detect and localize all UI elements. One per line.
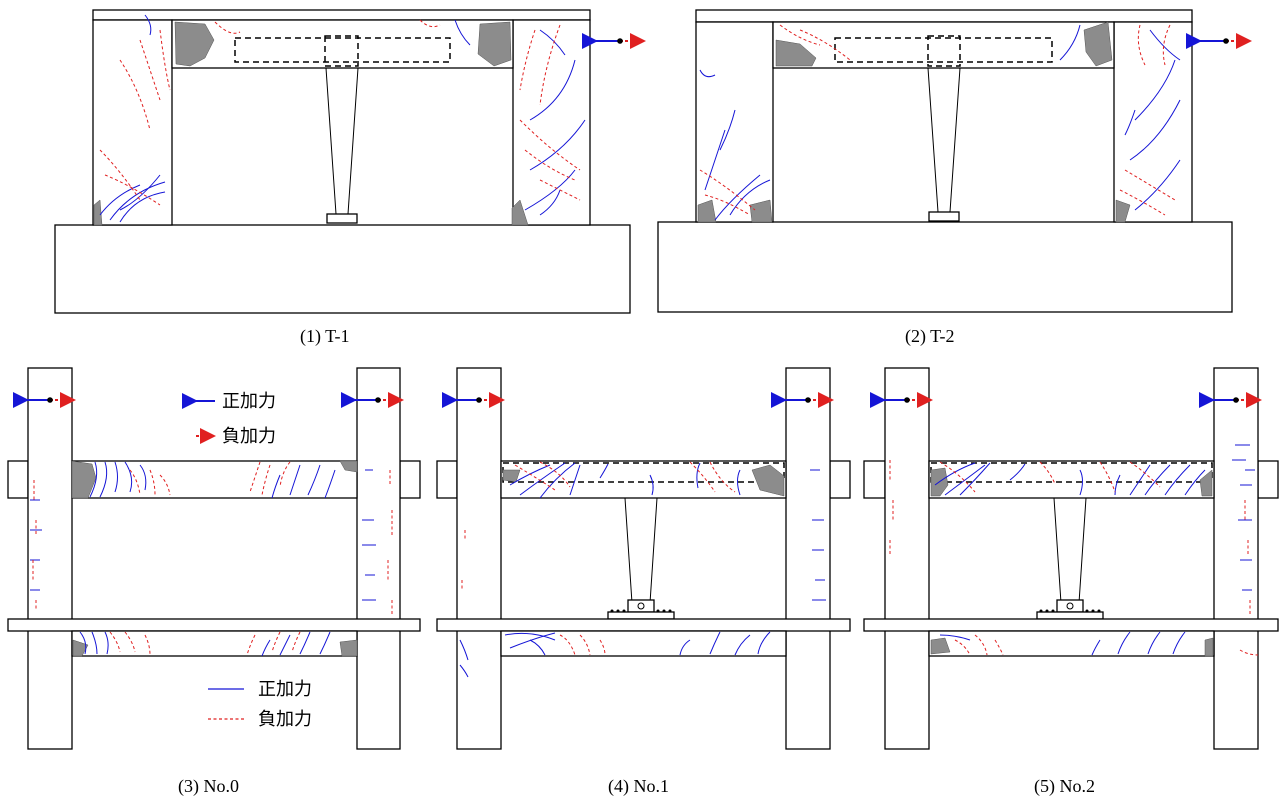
right-column (785, 367, 831, 750)
caption-t2: (2) T-2 (905, 326, 955, 347)
spalling (339, 639, 358, 657)
left-column (27, 367, 73, 750)
spalling (174, 21, 215, 67)
cracks-positive (459, 462, 826, 678)
base-plate (928, 211, 960, 222)
embedded-steel-web (927, 35, 961, 67)
anchor-bolts (610, 609, 672, 613)
loading-arrow-right (771, 392, 834, 408)
left-column (695, 21, 774, 223)
top-beam-stub-left (7, 460, 29, 499)
damper-brace (624, 497, 658, 604)
legend-line-negative: 負加力 (258, 709, 312, 729)
top-beam-stub-right (399, 460, 421, 499)
spalling (339, 460, 358, 473)
loading-arrow-right (341, 392, 404, 408)
top-beam (928, 460, 1215, 499)
legend-arrows: 正加力 負加力 (182, 391, 276, 446)
panel-no0: 正加力 負加力 正加力 負加力 (3) No.0 (7, 367, 421, 797)
caption-no2: (5) No.2 (1034, 776, 1095, 797)
base-block (54, 224, 631, 314)
damper-cap (627, 599, 655, 613)
damper-cap (1056, 599, 1084, 613)
cracks-positive (699, 24, 1181, 221)
cracks-negative (99, 19, 581, 206)
spalling (1199, 469, 1213, 497)
damper-brace (325, 67, 359, 215)
top-slab (695, 9, 1193, 23)
loading-arrow-left (870, 392, 933, 408)
legend-line-positive: 正加力 (258, 679, 312, 699)
beam (171, 19, 514, 69)
left-column (92, 19, 173, 226)
cracks-negative (699, 24, 1176, 216)
cracks-positive (30, 461, 376, 657)
top-slab (92, 9, 591, 21)
left-column (884, 367, 930, 750)
damper-brace (927, 67, 961, 213)
anchor-bolts (1039, 609, 1101, 613)
loading-arrow (582, 33, 646, 49)
right-column (1213, 367, 1259, 750)
caption-t1: (1) T-1 (300, 326, 350, 347)
spalling (775, 39, 817, 67)
spalling (511, 199, 529, 226)
embedded-steel-outline (834, 37, 1053, 63)
loading-arrow-left (442, 392, 505, 408)
bottom-beam (71, 630, 358, 657)
beam (772, 21, 1115, 69)
foundation-beam (7, 618, 421, 632)
top-beam-stub-right (1257, 460, 1279, 499)
foundation-beam (436, 618, 851, 632)
spalling (751, 464, 785, 497)
right-column (356, 367, 401, 750)
spalling (1083, 21, 1113, 67)
spalling (697, 199, 717, 223)
spalling (930, 637, 951, 655)
base-plate (607, 611, 675, 620)
top-beam-stub-left (863, 460, 886, 499)
left-column (456, 367, 502, 750)
cracks-positive (99, 14, 586, 223)
caption-no0: (3) No.0 (178, 776, 239, 797)
foundation-beam (863, 618, 1279, 632)
right-column (512, 19, 591, 226)
bolt-icon (1066, 602, 1074, 610)
spalling (72, 639, 89, 657)
panel-no2: (5) No.2 (863, 367, 1279, 797)
base-plate (326, 213, 358, 224)
spalling (71, 460, 97, 499)
base-plate (1036, 611, 1104, 620)
cracks-negative (32, 461, 393, 656)
panel-t2: (2) T-2 (657, 9, 1252, 347)
caption-no1: (4) No.1 (608, 776, 669, 797)
spalling (749, 199, 773, 223)
legend-arrow-negative: 負加力 (222, 426, 276, 446)
cracks-negative (461, 461, 736, 656)
spalling (477, 21, 512, 67)
cracks-negative (889, 460, 1259, 656)
legend-arrow-positive: 正加力 (222, 391, 276, 411)
embedded-steel-outline (234, 37, 451, 63)
spalling (1204, 637, 1214, 657)
base-block (657, 221, 1233, 313)
embedded-steel-web (324, 35, 359, 67)
bolt-icon (637, 602, 645, 610)
damper-brace (1053, 497, 1087, 604)
top-beam-stub-right (829, 460, 851, 499)
top-beam-stub-left (436, 460, 458, 499)
spalling (1115, 199, 1131, 223)
loading-arrow-right (1199, 392, 1262, 408)
loading-arrow (1186, 33, 1252, 49)
panel-no1: (4) No.1 (436, 367, 851, 797)
legend-lines: 正加力 負加力 (208, 679, 312, 729)
top-beam (500, 460, 787, 499)
right-column (1113, 21, 1193, 223)
spalling (93, 199, 103, 226)
loading-arrow-left (12, 392, 76, 408)
bottom-beam (928, 630, 1215, 657)
panel-t1: (1) T-1 (54, 9, 646, 347)
